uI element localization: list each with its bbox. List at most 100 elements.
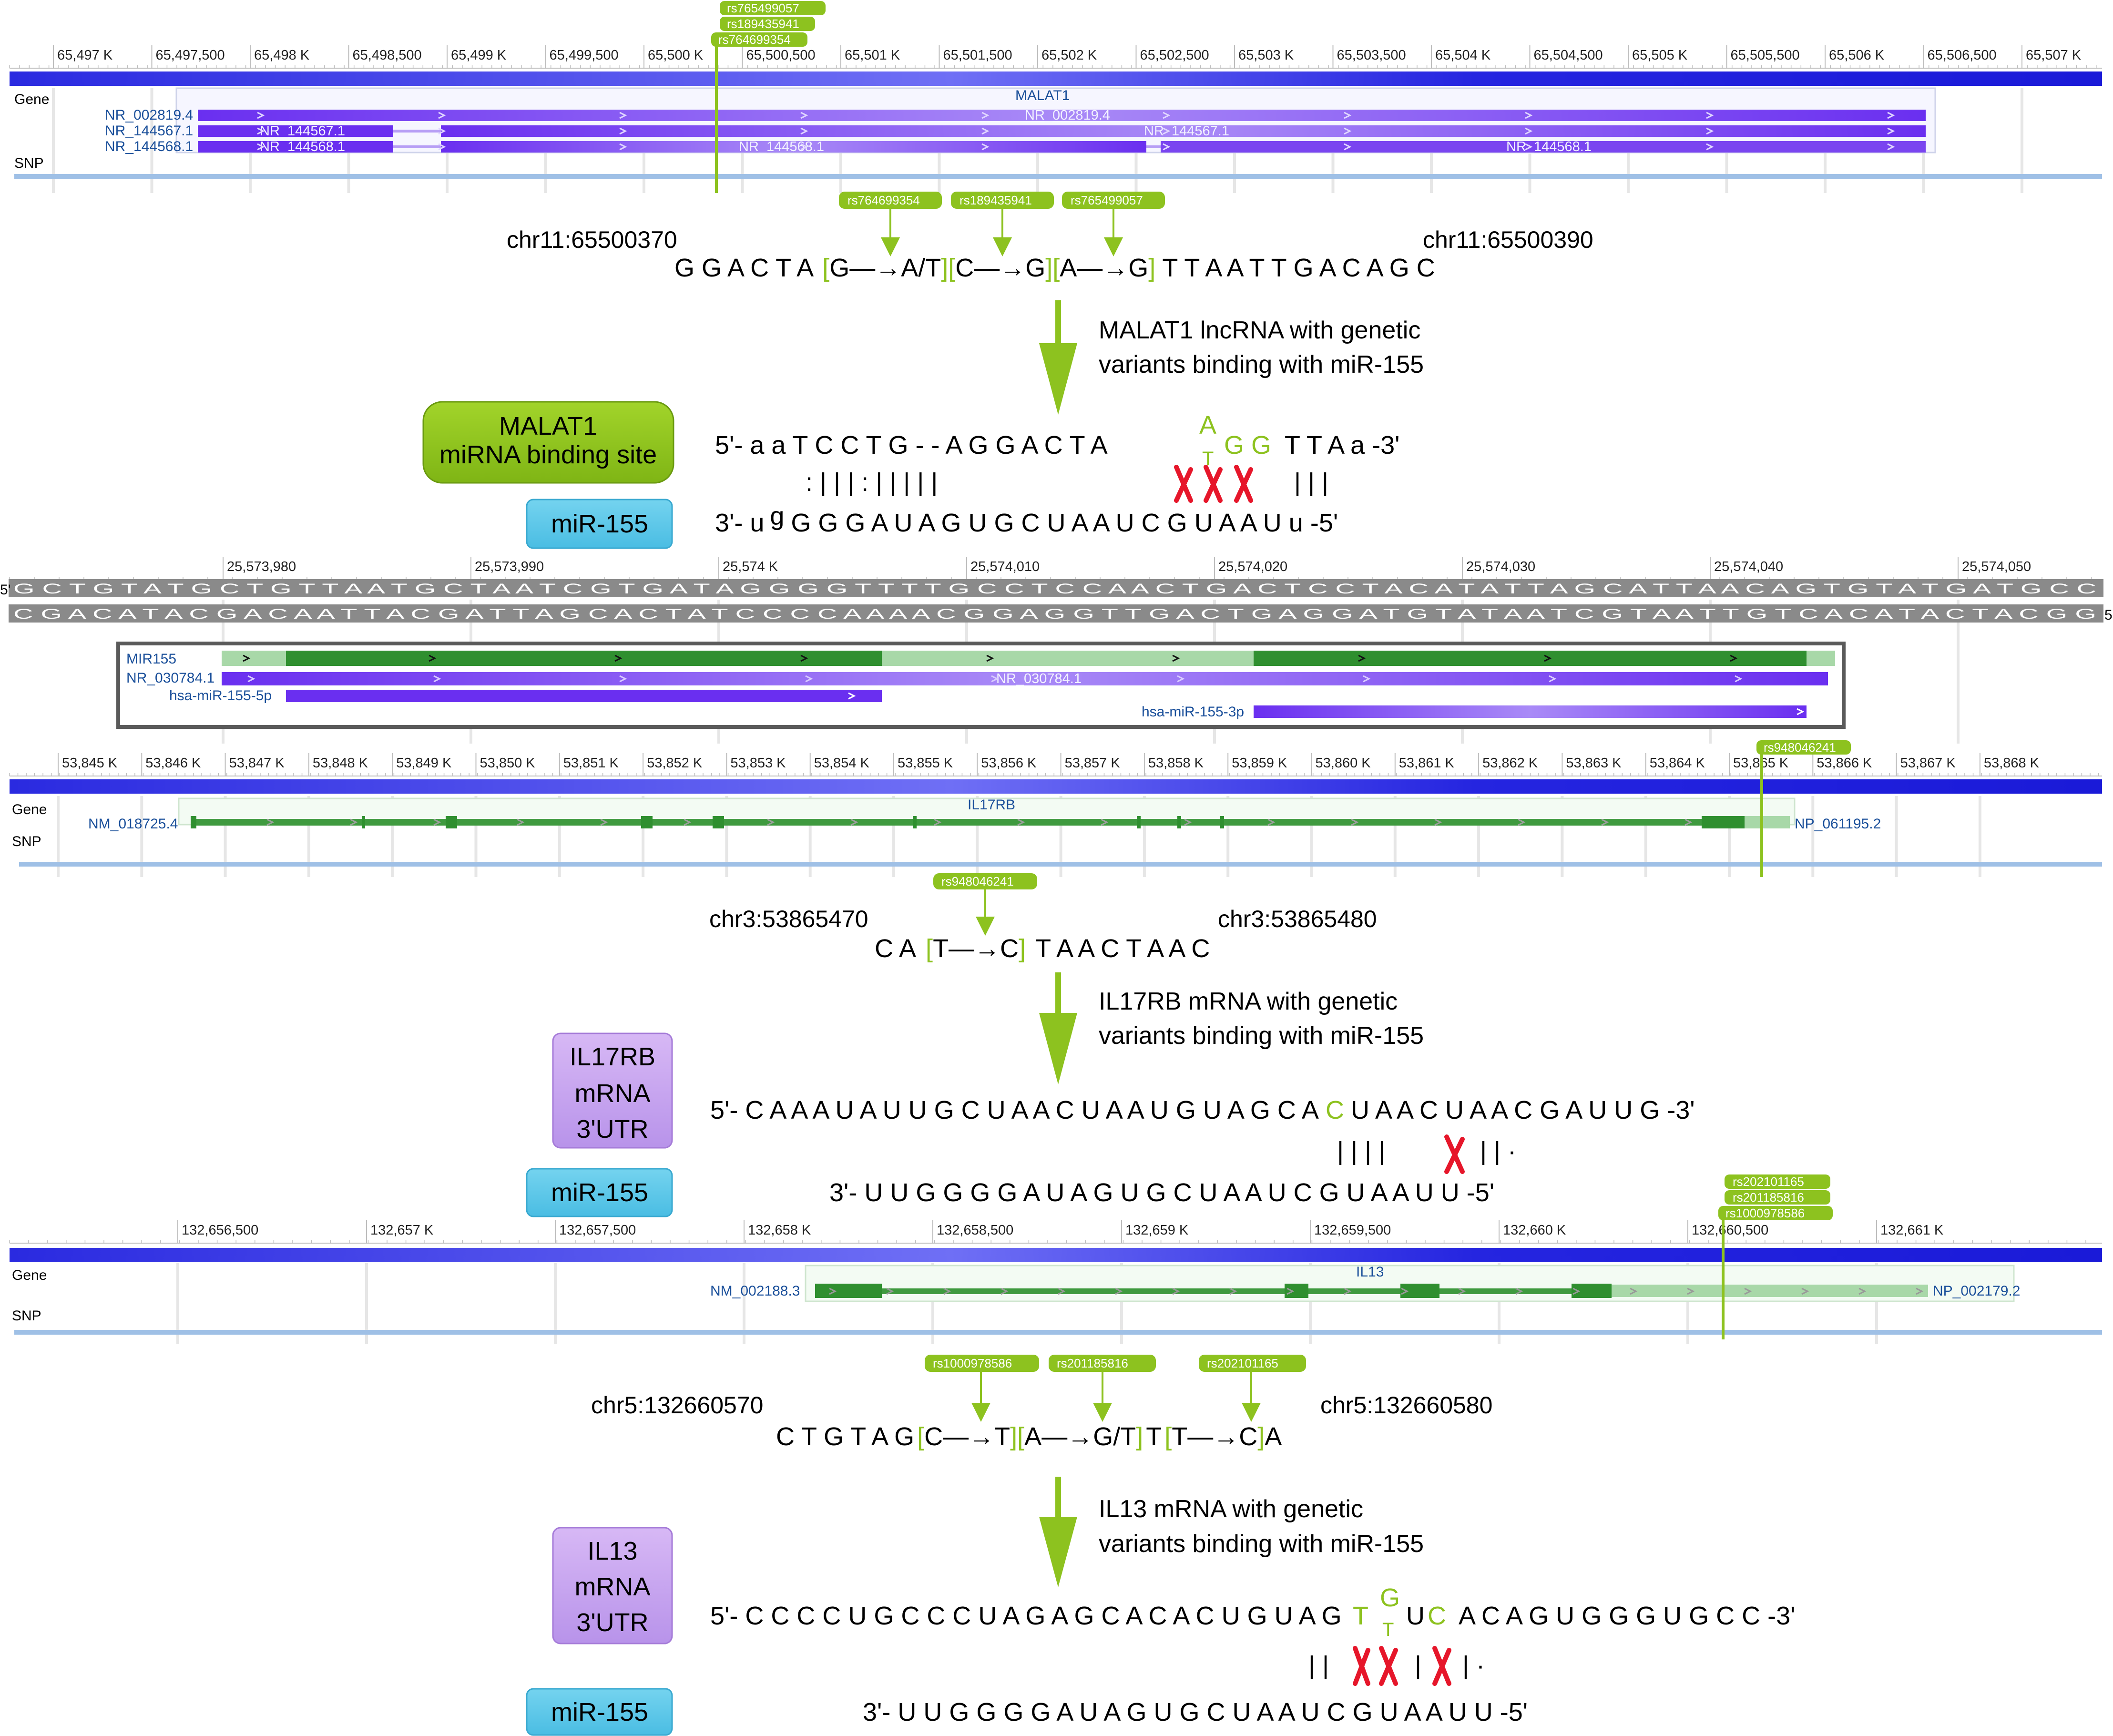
svg-text:rs1000978586: rs1000978586: [1725, 1206, 1805, 1220]
transcript-bar: [198, 141, 393, 153]
flow-arrow: [1039, 300, 1077, 415]
ruler-tick-label: 132,658 K: [748, 1223, 811, 1238]
snp-marker-line: [1760, 751, 1763, 877]
gene-bar: [191, 819, 1790, 826]
ruler-tick-label: 53,861 K: [1399, 756, 1455, 771]
svg-text:rs201185816: rs201185816: [1733, 1190, 1804, 1205]
exon-blocks: [191, 816, 1745, 828]
target-box-label: IL17RB: [570, 1042, 655, 1071]
transcript-inner-label: NR_144568.1: [739, 139, 824, 154]
track-label-gene: Gene: [14, 92, 49, 107]
mature-mirna-bar: [286, 690, 882, 702]
mirna-strand: 3'- U U G G G G A U A G U G C U A A U C …: [829, 1178, 1494, 1207]
ruler-tick-label: 132,661 K: [1880, 1223, 1944, 1238]
strand-chevron: [1344, 112, 1352, 119]
ruler-tick-label: 25,573,990: [475, 559, 544, 574]
binding-site-label: MALAT1: [499, 412, 597, 440]
ruler-tick-label: 132,656,500: [182, 1223, 258, 1238]
strand-chevrons: [829, 1287, 1924, 1295]
snp-tag: rs764699354: [711, 32, 807, 47]
strand-chevron: [1184, 818, 1192, 826]
coordinate-left: chr11:65500370: [507, 226, 677, 253]
dna-sequence-bottom: C G A C A T A C G A C A A T T A C G A T …: [13, 606, 2096, 622]
strand-chevron: [981, 127, 990, 135]
strand-chevron: [350, 818, 358, 826]
strand-chevron: [266, 818, 275, 826]
dna-strand-top: [9, 579, 2103, 597]
panel-malat1: 65,497 K 65,497,500 65,498 K 65,498,500 65,4…: [9, 1, 2102, 549]
ruler-tick-label: 53,864 K: [1650, 756, 1705, 771]
ruler-tick-label: 53,866 K: [1817, 756, 1872, 771]
variant-sequence: G G A C T A [G—→A/T][C—→G][A—→G] T T A A…: [674, 254, 1435, 282]
strand-chevron: [1706, 143, 1714, 151]
transcript-label: NR_144568.1: [105, 139, 193, 154]
ruler-tick-label: 53,852 K: [647, 756, 703, 771]
ruler-tick-label: 25,574,040: [1714, 559, 1783, 574]
strand-chevron: [1229, 1287, 1237, 1295]
panel-il17rb: 53,845 K 53,846 K 53,847 K 53,848 K 53,849 K…: [9, 740, 2102, 1217]
ruler-tick-label: 132,657 K: [370, 1223, 434, 1238]
strand-chevron: [1163, 127, 1171, 135]
coordinate-left: chr3:53865470: [709, 906, 868, 932]
target-strand: 5'- C A A A U A U U G C U A A C U A A U …: [710, 1096, 1695, 1124]
ruler-tick-label: 53,857 K: [1065, 756, 1121, 771]
strand-chevron: [1525, 112, 1533, 119]
ruler-tick-label: 132,657,500: [559, 1223, 636, 1238]
ruler-tick-label: 53,867 K: [1900, 756, 1956, 771]
strand-chevron: [981, 143, 990, 151]
strand-chevron: [1458, 1287, 1466, 1295]
transcript-inner-label: NR_144567.1: [260, 123, 345, 139]
intron-line: [393, 130, 441, 133]
transcript-inner-label: NR_144568.1: [260, 139, 345, 154]
track-label-snp: SNP: [12, 834, 41, 849]
ruler-tick-label: 25,574,050: [1962, 559, 2031, 574]
variant-base: T: [1382, 1619, 1394, 1640]
mismatch-mark: [1174, 465, 1253, 503]
coordinate-right: chr3:53865480: [1218, 906, 1377, 932]
exon-block: [1220, 816, 1224, 828]
utr-bar: [1745, 816, 1790, 828]
ruler-tick-label: 65,499 K: [451, 48, 507, 63]
strand-chevron: [517, 818, 525, 826]
track-label-gene: Gene: [12, 1267, 47, 1283]
transcript-label: NR_002819.4: [105, 107, 193, 123]
variant-base: T: [1202, 448, 1214, 469]
target-box: [552, 1032, 673, 1149]
strand-chevron: [1163, 112, 1171, 119]
transcript-label: NM_002188.3: [710, 1283, 800, 1299]
ruler-tick-label: 53,859 K: [1232, 756, 1287, 771]
strand-chevron: [934, 818, 942, 826]
dna-strand-bottom: [9, 604, 2103, 623]
strand-chevron: [619, 127, 627, 135]
variant-base: C: [1428, 1602, 1446, 1630]
ruler-tick-label: 65,499,500: [550, 48, 619, 63]
strand-chevron: [800, 654, 808, 662]
strand-chevron: [1544, 654, 1552, 662]
strand-chevron: [1887, 112, 1895, 119]
strand-chevron: [257, 143, 265, 151]
ruler-tick-label: 65,505 K: [1632, 48, 1688, 63]
exon-block: [713, 816, 724, 828]
strand-chevron: [438, 127, 446, 135]
strand-chevrons: [257, 112, 1895, 151]
ruler-tick-label: 65,504 K: [1435, 48, 1491, 63]
ruler-tick-label: 65,503,500: [1337, 48, 1406, 63]
ruler-tick-label: 53,848 K: [313, 756, 368, 771]
target-box-label: 3'UTR: [576, 1608, 648, 1637]
ruler-tick-label: 53,862 K: [1482, 756, 1538, 771]
strand-chevron: [1267, 818, 1276, 826]
variant-base: T: [1353, 1602, 1368, 1630]
ruler-tick-label: 25,574,020: [1218, 559, 1287, 574]
strand-chevron: [1363, 675, 1371, 683]
panel-il13: 132,656,500 132,657 K 132,657,500 132,658 K…: [9, 1174, 2102, 1736]
ruler-tick-label: 53,855 K: [898, 756, 953, 771]
ruler-tick-label: 53,845 K: [62, 756, 118, 771]
strand-chevron: [1797, 708, 1805, 715]
arrow-caption: variants binding with miR-155: [1099, 1530, 1424, 1558]
strand-chevron: [1286, 1287, 1295, 1295]
arrow-caption: MALAT1 lncRNA with genetic: [1099, 317, 1420, 344]
exon-block: [1137, 816, 1141, 828]
snp-tag: rs189435941: [951, 192, 1054, 209]
arrow-caption: variants binding with miR-155: [1099, 1022, 1424, 1050]
transcript-bar: [1161, 141, 1926, 153]
